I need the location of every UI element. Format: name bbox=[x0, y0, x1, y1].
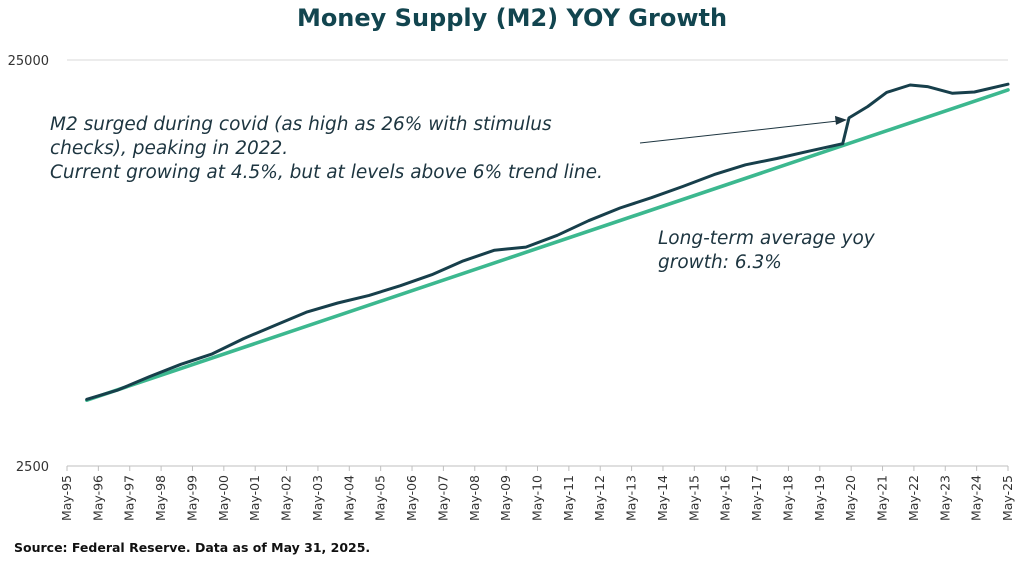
y-tick-label: 2500 bbox=[16, 460, 49, 475]
x-tick-label: May-14 bbox=[655, 475, 670, 521]
x-tick-label: May-01 bbox=[247, 475, 262, 521]
arrow-head bbox=[834, 115, 847, 125]
source-note: Source: Federal Reserve. Data as of May … bbox=[14, 540, 371, 555]
x-tick-label: May-21 bbox=[875, 475, 890, 521]
x-tick-label: May-95 bbox=[59, 475, 74, 521]
x-tick-label: May-05 bbox=[373, 475, 388, 521]
x-tick-label: May-18 bbox=[780, 475, 795, 521]
chart-title: Money Supply (M2) YOY Growth bbox=[296, 4, 728, 32]
annotation-covid-surge: M2 surged during covid (as high as 26% w… bbox=[50, 113, 620, 185]
y-tick-label: 25000 bbox=[8, 54, 49, 69]
series-line-m2 bbox=[85, 82, 1010, 401]
x-tick-label: May-19 bbox=[812, 475, 827, 521]
x-tick-label: May-13 bbox=[624, 475, 639, 521]
annotation-line-2: Current growing at 4.5%, but at levels a… bbox=[50, 162, 603, 183]
x-tick-label: May-17 bbox=[749, 475, 764, 521]
axes: 25000 2500 May-95 May-96 May-97 May-98 May-99 M… bbox=[8, 54, 1015, 521]
x-tick-label: May-15 bbox=[686, 475, 701, 521]
annotation-line-1: M2 surged during covid (as high as 26% w… bbox=[50, 114, 552, 159]
x-tick-label: May-97 bbox=[122, 475, 137, 521]
annotation-arrow bbox=[639, 115, 847, 144]
x-tick-label: May-04 bbox=[341, 475, 356, 521]
annotation-trend: Long-term average yoy growth: 6.3% bbox=[658, 228, 875, 273]
x-tick-label: May-06 bbox=[404, 475, 419, 521]
x-tick-label: May-20 bbox=[843, 475, 858, 521]
x-tick-label: May-96 bbox=[90, 475, 105, 521]
x-tick-label: May-16 bbox=[718, 475, 733, 521]
x-tick-label: May-24 bbox=[969, 475, 984, 521]
x-tick-label: May-09 bbox=[498, 475, 513, 521]
x-tick-label: May-22 bbox=[906, 475, 921, 521]
x-tick-label: May-02 bbox=[279, 475, 294, 521]
x-tick-label: May-00 bbox=[216, 475, 231, 521]
x-tick-label: May-11 bbox=[561, 475, 576, 521]
x-tick-label: May-03 bbox=[310, 475, 325, 521]
x-tick-label: May-99 bbox=[184, 475, 199, 521]
series-line-trend bbox=[85, 88, 1010, 402]
x-tick-label: May-10 bbox=[530, 475, 545, 521]
x-tick-label: May-07 bbox=[435, 475, 450, 521]
series-layer bbox=[85, 82, 1010, 402]
arrow-shaft bbox=[639, 120, 840, 144]
x-tick-label: May-98 bbox=[153, 475, 168, 521]
x-tick-label: May-08 bbox=[467, 475, 482, 521]
x-tick-label: May-25 bbox=[1000, 475, 1015, 521]
x-tick-label: May-23 bbox=[937, 475, 952, 521]
x-tick-label: May-12 bbox=[592, 475, 607, 521]
